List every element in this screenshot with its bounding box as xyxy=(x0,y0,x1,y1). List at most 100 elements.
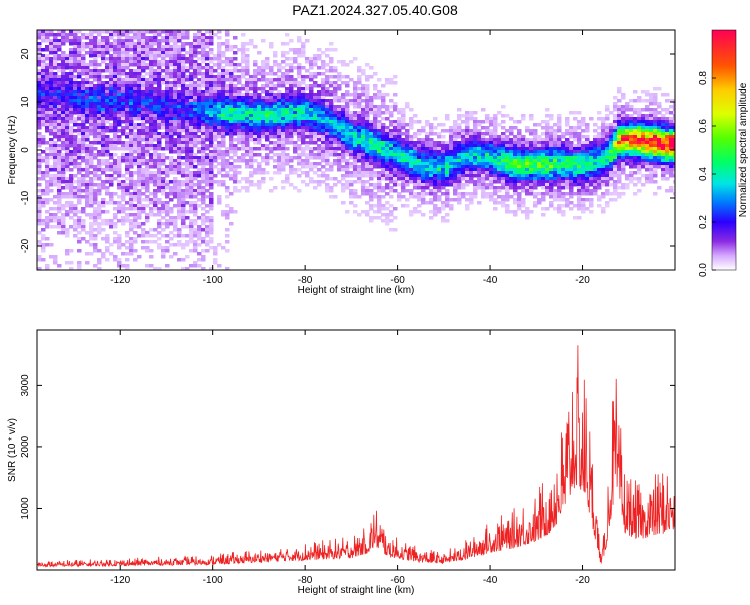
heatmap-cell xyxy=(293,51,298,55)
heatmap-cell xyxy=(201,237,206,241)
heatmap-cell xyxy=(177,108,182,112)
heatmap-cell xyxy=(297,147,302,151)
heatmap-cell xyxy=(101,126,106,130)
heatmap-cell xyxy=(321,129,326,133)
heatmap-cell xyxy=(357,213,362,217)
heatmap-cell xyxy=(217,156,222,160)
heatmap-cell xyxy=(409,126,414,130)
heatmap-cell xyxy=(93,207,98,211)
heatmap-cell xyxy=(333,159,338,163)
heatmap-cell xyxy=(505,174,510,178)
heatmap-cell xyxy=(293,48,298,52)
heatmap-cell xyxy=(81,237,86,241)
heatmap-cell xyxy=(117,123,122,127)
heatmap-cell xyxy=(361,174,366,178)
heatmap-cell xyxy=(437,141,442,145)
heatmap-cell xyxy=(225,117,230,121)
heatmap-cell xyxy=(105,237,110,241)
heatmap-cell xyxy=(177,204,182,208)
heatmap-cell xyxy=(157,177,162,181)
heatmap-cell xyxy=(285,105,290,109)
heatmap-cell xyxy=(125,75,130,79)
heatmap-cell xyxy=(125,30,130,34)
heatmap-cell xyxy=(177,192,182,196)
heatmap-cell xyxy=(45,165,50,169)
heatmap-cell xyxy=(265,105,270,109)
heatmap-cell xyxy=(237,135,242,139)
heatmap-cell xyxy=(165,108,170,112)
heatmap-cell xyxy=(213,105,218,109)
heatmap-cell xyxy=(81,138,86,142)
heatmap-cell xyxy=(197,120,202,124)
heatmap-cell xyxy=(493,174,498,178)
heatmap-cell xyxy=(325,132,330,136)
heatmap-cell xyxy=(301,165,306,169)
heatmap-cell xyxy=(201,117,206,121)
heatmap-cell xyxy=(301,153,306,157)
heatmap-cell xyxy=(301,150,306,154)
heatmap-cell xyxy=(309,156,314,160)
heatmap-cell xyxy=(157,42,162,46)
heatmap-cell xyxy=(169,93,174,97)
heatmap-cell xyxy=(165,174,170,178)
heatmap-cell xyxy=(273,129,278,133)
heatmap-cell xyxy=(301,90,306,94)
heatmap-cell xyxy=(181,36,186,40)
heatmap-cell xyxy=(73,234,78,238)
heatmap-cell xyxy=(113,144,118,148)
heatmap-cell xyxy=(149,102,154,106)
heatmap-cell xyxy=(221,126,226,130)
heatmap-cell xyxy=(329,111,334,115)
heatmap-cell xyxy=(221,180,226,184)
heatmap-cell xyxy=(469,114,474,118)
heatmap-cell xyxy=(181,123,186,127)
heatmap-cell xyxy=(281,93,286,97)
heatmap-cell xyxy=(197,126,202,130)
heatmap-cell xyxy=(125,96,130,100)
heatmap-cell xyxy=(241,120,246,124)
heatmap-cell xyxy=(157,231,162,235)
heatmap-cell xyxy=(201,255,206,259)
heatmap-cell xyxy=(237,138,242,142)
heatmap-cell xyxy=(457,183,462,187)
heatmap-cell xyxy=(73,57,78,61)
heatmap-cell xyxy=(77,90,82,94)
heatmap-cell xyxy=(125,87,130,91)
heatmap-cell xyxy=(329,114,334,118)
heatmap-cell xyxy=(149,90,154,94)
heatmap-cell xyxy=(433,204,438,208)
heatmap-cell xyxy=(89,84,94,88)
heatmap-cell xyxy=(101,108,106,112)
heatmap-cell xyxy=(181,111,186,115)
heatmap-cell xyxy=(389,147,394,151)
heatmap-cell xyxy=(141,222,146,226)
heatmap-cell xyxy=(165,114,170,118)
heatmap-cell xyxy=(81,66,86,70)
heatmap-cell xyxy=(469,162,474,166)
heatmap-cell xyxy=(105,93,110,97)
heatmap-cell xyxy=(505,135,510,139)
heatmap-cell xyxy=(221,174,226,178)
heatmap-cell xyxy=(209,51,214,55)
heatmap-cell xyxy=(157,222,162,226)
heatmap-cell xyxy=(465,207,470,211)
heatmap-cell xyxy=(153,57,158,61)
heatmap-cell xyxy=(125,183,130,187)
heatmap-cell xyxy=(69,78,74,82)
heatmap-cell xyxy=(453,177,458,181)
heatmap-cell xyxy=(249,111,254,115)
heatmap-cell xyxy=(165,246,170,250)
heatmap-cell xyxy=(169,147,174,151)
heatmap-cell xyxy=(181,42,186,46)
heatmap-cell xyxy=(157,48,162,52)
heatmap-cell xyxy=(129,144,134,148)
heatmap-cell xyxy=(297,39,302,43)
heatmap-cell xyxy=(205,102,210,106)
heatmap-cell xyxy=(45,87,50,91)
heatmap-cell xyxy=(405,144,410,148)
heatmap-cell xyxy=(505,165,510,169)
heatmap-cell xyxy=(185,162,190,166)
heatmap-cell xyxy=(77,102,82,106)
heatmap-cell xyxy=(253,111,258,115)
heatmap-cell xyxy=(73,153,78,157)
